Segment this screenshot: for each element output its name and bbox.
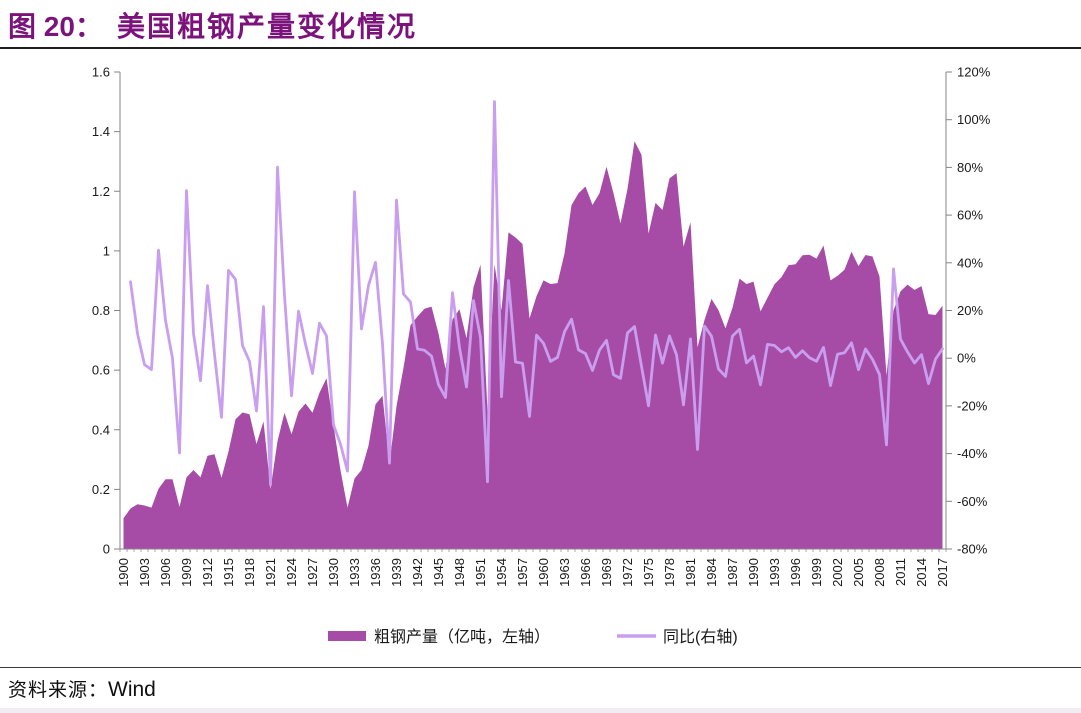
left-axis-tick-label: 1.6 xyxy=(92,65,110,80)
x-axis-year-label: 1999 xyxy=(809,558,824,587)
x-axis-year-label: 1987 xyxy=(725,558,740,587)
x-axis-year-label: 1933 xyxy=(347,558,362,587)
right-axis-tick-label: -40% xyxy=(957,446,988,461)
steel-production-chart: 1.6 1.4 1.2 1 0.8 0.6 0.4 0.2 0 120% 100% 80% 60% 40%… xyxy=(92,65,991,647)
right-axis-tick-label: 100% xyxy=(957,112,991,127)
left-axis-tick-label: 0 xyxy=(103,542,110,557)
footer-divider xyxy=(0,667,1081,668)
yoy-line-series xyxy=(129,100,944,487)
right-axis-tick-label: 20% xyxy=(957,303,983,318)
x-axis-year-label: 2017 xyxy=(935,558,950,587)
x-axis-year-label: 1975 xyxy=(641,558,656,587)
figure-number: 图 20： xyxy=(8,11,103,42)
header-divider xyxy=(0,47,1081,49)
x-axis-year-label: 1990 xyxy=(746,558,761,587)
x-axis-year-label: 1939 xyxy=(389,558,404,587)
x-axis-year-label: 1966 xyxy=(578,558,593,587)
right-axis-tick-label: 0% xyxy=(957,351,976,366)
legend-area-label: 粗钢产量（亿吨，左轴） xyxy=(374,628,550,646)
source-text: 资料来源：Wind xyxy=(8,675,156,702)
source-label: 资料来源： xyxy=(8,680,109,701)
page-bottom-border xyxy=(0,708,1081,713)
x-axis-year-label: 1915 xyxy=(221,558,236,587)
x-axis-year-label: 2014 xyxy=(914,558,929,587)
x-axis-year-label: 1906 xyxy=(158,558,173,587)
left-axis-tick-label: 0.2 xyxy=(92,482,110,497)
x-axis-year-label: 1909 xyxy=(179,558,194,587)
x-axis-year-label: 1960 xyxy=(536,558,551,587)
x-axis-year-label: 1942 xyxy=(410,558,425,587)
left-axis-tick-label: 1.4 xyxy=(92,124,110,139)
x-axis-year-label: 1969 xyxy=(599,558,614,587)
figure-title: 美国粗钢产量变化情况 xyxy=(116,11,417,42)
left-axis-tick-label: 0.6 xyxy=(92,363,110,378)
right-axis-tick-label: 80% xyxy=(957,160,983,175)
x-axis-year-label: 1927 xyxy=(305,558,320,587)
left-axis-tick-label: 0.8 xyxy=(92,303,110,318)
right-axis-tick-label: -20% xyxy=(957,398,988,413)
x-axis-year-label: 1930 xyxy=(326,558,341,587)
x-axis-year-label: 1957 xyxy=(515,558,530,587)
x-axis-year-label: 1996 xyxy=(788,558,803,587)
x-axis-year-label: 1972 xyxy=(620,558,635,587)
right-axis-tick-label: -60% xyxy=(957,494,988,509)
x-axis-year-label: 1945 xyxy=(431,558,446,587)
x-axis-year-label: 1903 xyxy=(137,558,152,587)
x-axis-year-label: 2011 xyxy=(893,558,908,586)
right-axis-tick-label: -80% xyxy=(957,542,988,557)
x-axis-year-label: 1978 xyxy=(662,558,677,587)
x-axis-year-label: 1993 xyxy=(767,558,782,587)
x-axis-year-label: 1921 xyxy=(263,558,278,587)
figure-header: 图 20： 美国粗钢产量变化情况 xyxy=(8,5,417,45)
right-axis-tick-label: 60% xyxy=(957,208,983,223)
left-axis-tick-label: 1.2 xyxy=(92,184,110,199)
x-axis-year-label: 2002 xyxy=(830,558,845,587)
x-axis-year-label: 2008 xyxy=(872,558,887,587)
x-axis-year-label: 1954 xyxy=(494,558,509,587)
x-axis-year-label: 1912 xyxy=(200,558,215,587)
legend-area-swatch xyxy=(328,631,366,641)
production-area-series xyxy=(123,141,943,549)
x-axis-year-label: 1924 xyxy=(284,558,299,587)
x-axis-year-label: 1936 xyxy=(368,558,383,587)
legend-line-label: 同比(右轴) xyxy=(663,628,738,646)
x-axis-year-label: 1984 xyxy=(704,558,719,587)
x-axis-year-label: 1963 xyxy=(557,558,572,587)
x-axis-year-label: 1900 xyxy=(116,558,131,587)
left-axis-tick-label: 0.4 xyxy=(92,422,110,437)
right-axis-tick-label: 120% xyxy=(957,65,991,80)
x-axis-year-label: 1948 xyxy=(452,558,467,587)
source-value: Wind xyxy=(108,678,156,701)
x-axis-year-label: 2005 xyxy=(851,558,866,587)
x-axis-year-label: 1951 xyxy=(473,558,488,587)
x-axis-year-label: 1981 xyxy=(683,558,698,587)
x-axis-year-label: 1918 xyxy=(242,558,257,587)
right-axis-tick-label: 40% xyxy=(957,255,983,270)
left-axis-tick-label: 1 xyxy=(103,243,110,258)
